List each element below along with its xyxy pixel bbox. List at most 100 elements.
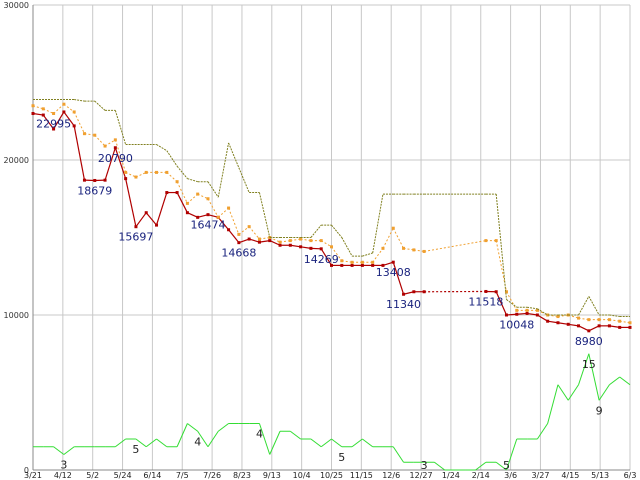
series-avg-point: [165, 170, 169, 174]
series-avg-point: [144, 170, 148, 174]
x-tick-label: 9/13: [263, 471, 281, 480]
series-count-segment: [258, 423, 271, 455]
count-label: 4: [256, 428, 263, 441]
series-avg-point: [381, 246, 385, 250]
series-avg-segment: [73, 111, 85, 134]
min-price-label: 18679: [77, 184, 112, 197]
series-min-segment: [114, 147, 127, 179]
series-avg-point: [340, 259, 344, 263]
series-avg-point: [587, 318, 591, 322]
series-max-segment: [495, 194, 507, 300]
series-max-segment: [537, 308, 548, 316]
series-min-point: [556, 321, 560, 325]
series-count-segment: [53, 446, 65, 455]
x-tick-label: 6/3: [624, 471, 637, 480]
series-max-segment: [578, 296, 590, 316]
series-min-point: [165, 191, 169, 195]
series-max-segment: [526, 306, 538, 310]
series-min-point: [546, 319, 550, 323]
series-min-point: [628, 325, 632, 329]
series-avg-point: [504, 290, 508, 294]
series-max-segment: [187, 178, 198, 183]
series-avg-point: [41, 107, 45, 111]
series-count-segment: [578, 353, 590, 385]
series-max-segment: [258, 192, 271, 238]
series-max-segment: [238, 167, 250, 193]
series-avg-segment: [279, 240, 291, 243]
series-max-segment: [74, 99, 85, 102]
series-min-point: [566, 322, 570, 326]
series-max-segment: [506, 299, 518, 308]
series-min-segment: [248, 238, 260, 243]
min-price-label: 11340: [386, 298, 421, 311]
series-avg-segment: [166, 172, 178, 183]
series-min-segment: [403, 291, 414, 295]
x-tick-label: 1/24: [442, 471, 460, 480]
series-avg-segment: [269, 237, 281, 243]
series-count-segment: [156, 438, 168, 448]
series-min-segment: [392, 261, 405, 295]
series-avg-segment: [331, 246, 343, 262]
x-tick-label: 12/6: [382, 471, 400, 480]
series-avg-point: [216, 215, 220, 219]
series-min-segment: [568, 323, 579, 327]
data-labels: 22995 20790 18679 15697 16474 14668 14269 13408…: [36, 118, 603, 472]
series-avg-segment: [32, 105, 44, 110]
series-avg-segment: [290, 238, 301, 242]
series-min-point: [124, 177, 128, 181]
series-avg-segment: [568, 314, 579, 319]
min-price-label: 13408: [376, 266, 411, 279]
series-avg-point: [62, 102, 66, 106]
series-min-point: [371, 263, 375, 267]
series-min-segment: [537, 314, 548, 322]
series-count-segment: [135, 438, 147, 448]
series-min-segment: [63, 111, 75, 127]
series-avg-point: [134, 175, 138, 179]
series-min-point: [618, 325, 622, 329]
series-avg-segment: [403, 247, 414, 251]
series-count-segment: [598, 384, 610, 401]
series-min-point: [185, 211, 189, 215]
series-avg-point: [597, 318, 601, 322]
min-price-label: 16474: [190, 219, 225, 232]
series-avg-segment: [495, 240, 507, 292]
series-min-segment: [145, 212, 157, 226]
series-count-segment: [609, 376, 621, 386]
x-tick-label: 5/13: [591, 471, 609, 480]
series-min-segment: [42, 114, 55, 130]
y-tick-label: 0: [24, 466, 29, 475]
series-avg-segment: [94, 134, 106, 147]
series-avg-segment: [248, 226, 260, 240]
series-count-segment: [557, 384, 569, 401]
series-avg-point: [196, 192, 200, 196]
series-max-segment: [176, 165, 188, 179]
series-avg-point: [618, 319, 622, 323]
series-avg-segment: [382, 227, 394, 249]
x-tick-label: 3/21: [24, 471, 42, 480]
series-count-segment: [187, 423, 198, 432]
series-avg-point: [52, 112, 56, 115]
series-avg-segment: [187, 193, 199, 204]
count-label: 5: [503, 459, 510, 472]
x-tick-label: 6/14: [143, 471, 161, 480]
series-min-point: [484, 289, 488, 293]
series-min-point: [41, 113, 45, 117]
series-avg-point: [82, 132, 86, 136]
series-avg-segment: [609, 319, 620, 322]
series-avg-segment: [392, 227, 404, 249]
y-tick-label: 30000: [4, 1, 29, 10]
series-min-segment: [588, 325, 600, 332]
min-price-label: 14668: [221, 247, 256, 260]
series-avg-point: [391, 226, 395, 230]
series-avg-segment: [372, 248, 384, 263]
series-avg: [31, 102, 632, 325]
series-count-segment: [217, 423, 229, 432]
series-avg-segment: [300, 238, 311, 242]
x-tick-label: 3/27: [531, 471, 549, 480]
series-min-segment: [506, 313, 517, 316]
series-max-segment: [331, 224, 343, 238]
min-price-label: 14269: [304, 253, 339, 266]
series-avg-segment: [578, 317, 589, 321]
y-tick-label: 20000: [4, 156, 29, 165]
